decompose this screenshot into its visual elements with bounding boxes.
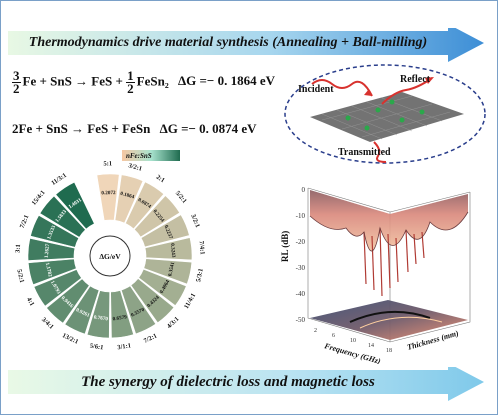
fan-segment (133, 195, 181, 238)
fan-ratio-label: 3/1:1 (117, 342, 132, 351)
fan-value-label: 0.7670 (93, 315, 108, 323)
z-tick: -20 (296, 238, 306, 246)
delta-g-1: ΔG =− 0. 1864 eV (178, 73, 275, 89)
fan-ratio-label: 13/2:1 (61, 332, 79, 346)
reflect-label: Reflect (400, 74, 431, 85)
fan-segment (64, 285, 100, 335)
fan-segment (86, 290, 110, 339)
fan-ratio-label: 5/2:1 (15, 269, 25, 284)
x-tick: 10 (350, 338, 356, 344)
fan-segment (46, 278, 90, 324)
fan-value-label: 0.3570 (130, 307, 146, 319)
fan-segment (144, 237, 193, 261)
equation-1: 3 2 Fe + SnS → FeS + 1 2 FeSn₂ ΔG =− 0. 1864… (12, 68, 275, 96)
z-tick: -10 (296, 212, 306, 220)
fan-ratio-label: 4/3:1 (166, 316, 181, 331)
fan-value-label: 0.9261 (75, 307, 91, 319)
fan-segment (27, 258, 77, 286)
z-axis-label: RL (dB) (280, 231, 290, 262)
fan-value-label: 1.3533 (46, 224, 57, 240)
fan-ratio-label: 15/4:1 (31, 189, 47, 207)
fan-ratio-label: 5/2:1 (174, 190, 188, 205)
fan-ratio-label: 5/3:1 (195, 268, 205, 283)
absorption-diagram: Incident Reflect Transmitted (282, 62, 488, 166)
fan-value-label: 0.2072 (101, 190, 116, 196)
fan-ratio-label: 5:1 (103, 160, 112, 167)
x-tick: 2 (314, 328, 317, 334)
fan-ratio-label: 3:1 (14, 244, 22, 253)
fan-ratio-label: 7/4:1 (198, 241, 206, 255)
fan-segment (39, 195, 86, 238)
z-tick: -50 (296, 316, 306, 324)
fan-segment (124, 181, 165, 230)
fan-value-label: 1.1782 (44, 262, 53, 278)
fan-value-label: 0.3243 (169, 243, 176, 258)
fan-ratio-label: 11/4:1 (183, 292, 197, 310)
incident-label: Incident (298, 84, 334, 95)
fan-value-label: 0.1864 (120, 191, 136, 201)
equation-2: 2Fe + SnS → FeS + FeSn ΔG =− 0. 0874 eV (12, 121, 257, 136)
fan-center (89, 235, 131, 277)
transmitted-label: Transmitted (338, 147, 391, 158)
x-tick: 14 (368, 343, 374, 349)
legend-color-bar (122, 150, 180, 161)
banner-bottom: The synergy of dielectric loss and magne… (8, 367, 484, 401)
fan-ratio-label: 5/6:1 (89, 343, 104, 352)
legend-label: nFe:SnS (126, 152, 152, 160)
fan-segment (96, 173, 120, 221)
fan-center-label: ΔG/eV (99, 252, 121, 261)
z-tick: 0 (302, 186, 306, 194)
fan-value-label: 0.6579 (112, 314, 127, 322)
banner-bottom-text: The synergy of dielectric loss and magne… (81, 374, 375, 390)
fan-segment (33, 269, 82, 307)
fan-ratio-label: 2:1 (155, 174, 166, 185)
fan-segment (55, 181, 95, 230)
fan-segment (138, 268, 187, 306)
banner-top: Thermodynamics drive material synthesis … (8, 28, 484, 62)
z-tick: -40 (296, 290, 306, 298)
delta-g-fan-chart: 0.2072 5:1 0.1864 3/2:1 0.0874 2:1 0.2254 5/2:1… (10, 148, 215, 358)
fan-segment (114, 174, 144, 224)
banner-top-text: Thermodynamics drive material synthesis … (28, 35, 428, 50)
fan-value-label: 1.2627 (44, 243, 51, 258)
x-tick: 18 (386, 348, 392, 354)
fan-segment (110, 290, 134, 339)
fan-ratio-label: 3/4:1 (40, 316, 55, 330)
fan-ratio-label: 11/3:1 (50, 172, 68, 187)
fan-segment (120, 285, 157, 335)
fan-value-label: 0.3541 (167, 261, 176, 277)
fan-segment (140, 214, 190, 248)
fan-value-label: 0.2237 (163, 224, 174, 240)
rl-3d-plot: 0 -10 -20 -30 -40 -50 RL (dB) 2 6 10 14 … (280, 172, 492, 366)
fan-segment (30, 214, 80, 248)
z-tick: -30 (296, 264, 306, 272)
fan-ratio-label: 4:1 (25, 296, 35, 307)
fan-ratio-label: 3/2:1 (128, 162, 143, 172)
fan-segment (130, 278, 175, 324)
x-tick: 6 (332, 333, 335, 339)
fan-segment (143, 258, 193, 285)
fan-ratio-label: 7/2:1 (143, 332, 158, 344)
delta-g-2: ΔG =− 0. 0874 eV (159, 121, 257, 136)
fan-ratio-label: 7/2:1 (19, 214, 31, 229)
fan-segment (27, 237, 76, 261)
fan-ratio-label: 3/2:1 (189, 213, 201, 228)
